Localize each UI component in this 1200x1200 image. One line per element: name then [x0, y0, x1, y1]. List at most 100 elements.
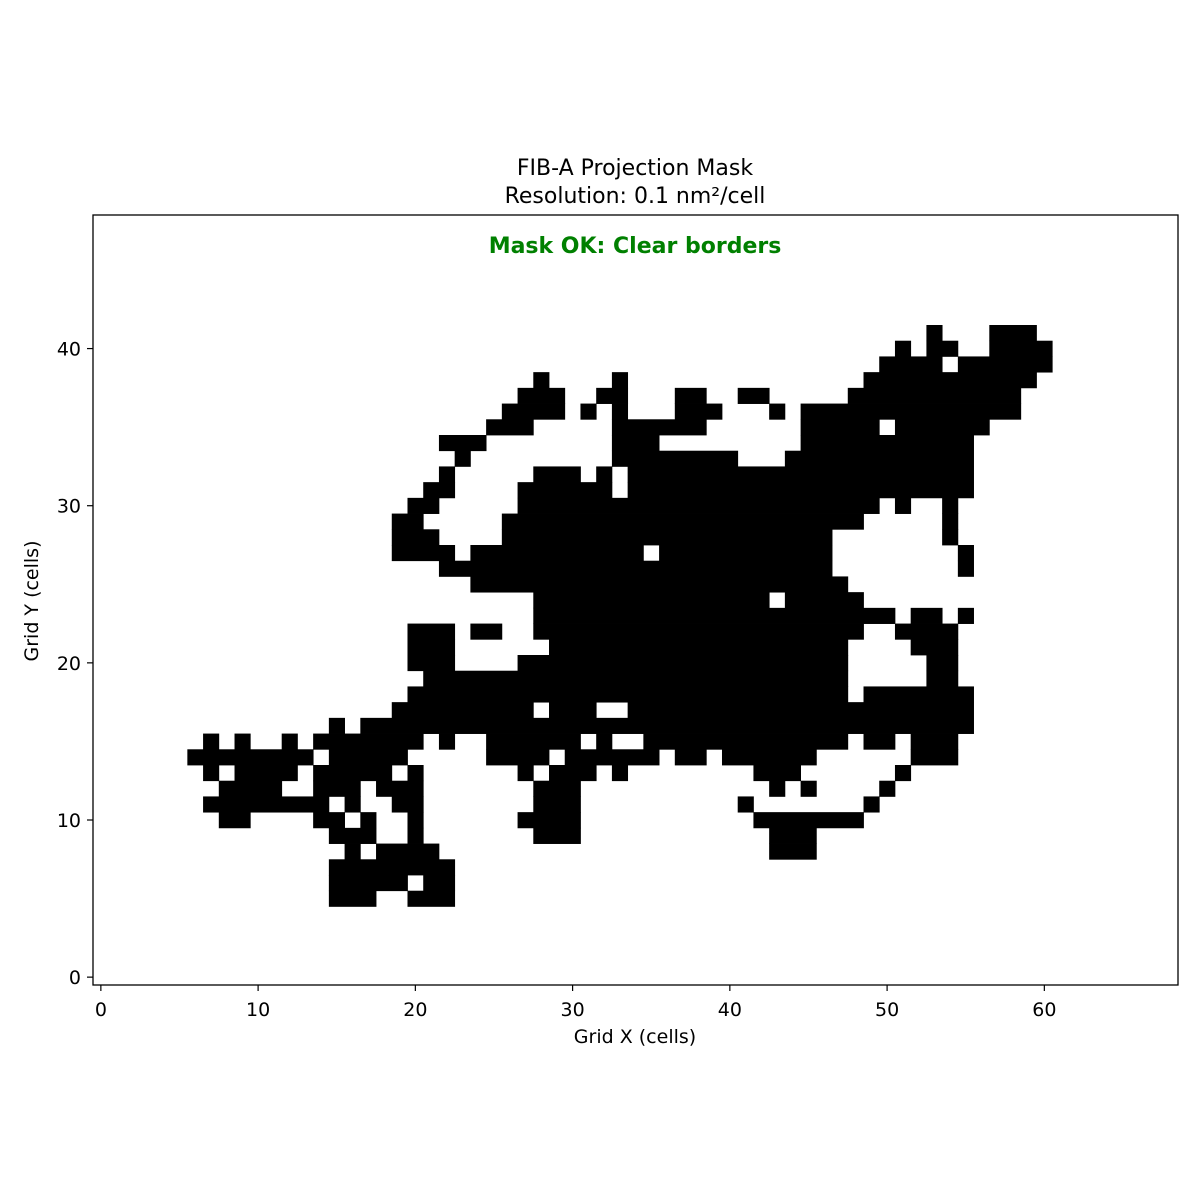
mask-cell-run	[454, 450, 471, 467]
mask-cell-run	[611, 403, 629, 420]
mask-cell-run	[894, 765, 912, 782]
mask-cell-run	[187, 749, 314, 766]
mask-cell-run	[737, 387, 770, 404]
mask-cell-run	[753, 765, 801, 782]
mask-cell-run	[643, 733, 849, 750]
mask-cell-run	[423, 482, 456, 499]
mask-cell-run	[784, 592, 864, 609]
mask-cell-run	[627, 482, 974, 499]
mask-cell-run	[517, 482, 613, 499]
mask-cell-run	[533, 623, 864, 640]
mask-cell-run	[564, 749, 660, 766]
mask-cell-run	[407, 655, 456, 672]
mask-cell-run	[281, 733, 298, 750]
mask-cell-run	[517, 497, 880, 514]
mask-cell-run	[438, 435, 487, 452]
mask-cell-run	[879, 356, 943, 373]
x-axis-label: Grid X (cells)	[574, 1026, 696, 1048]
mask-cell-run	[328, 890, 377, 907]
mask-cell-run	[627, 466, 974, 483]
y-tick-label: 10	[57, 810, 81, 832]
mask-cell-run	[549, 639, 849, 656]
mask-cell-run	[328, 859, 456, 876]
y-tick-label: 0	[69, 967, 81, 989]
y-axis: 0 10 20 30 40	[57, 339, 93, 989]
x-tick-label: 20	[403, 999, 427, 1021]
mask-cell-run	[611, 372, 629, 389]
mask-cell-run	[863, 686, 974, 703]
mask-cell-run	[376, 843, 440, 860]
mask-cell-run	[863, 372, 1037, 389]
mask-cell-run	[438, 733, 456, 750]
mask-cell-run	[769, 827, 817, 844]
mask-cell-run	[423, 670, 849, 687]
mask-cell-run	[344, 796, 361, 813]
mask-cell-run	[407, 623, 456, 640]
mask-cell-run	[234, 733, 251, 750]
mask-cell-run	[501, 529, 833, 546]
mask-cell-run	[203, 733, 220, 750]
mask-cell-run	[360, 812, 377, 829]
mask-cell-run	[596, 466, 613, 483]
mask-cell-run	[894, 340, 912, 357]
x-axis: 0 10 20 30 40 50 60	[95, 985, 1056, 1021]
mask-cell-run	[407, 686, 849, 703]
mask-cell-run	[328, 717, 345, 734]
mask-cell-run	[533, 749, 550, 766]
mask-cell-run	[313, 765, 393, 782]
mask-cell-run	[533, 796, 581, 813]
mask-cell-run	[596, 387, 629, 404]
mask-cell-run	[391, 513, 424, 530]
y-tick-label: 20	[57, 653, 81, 675]
mask-cell-run	[879, 780, 896, 797]
mask-cell-run	[407, 812, 424, 829]
mask-cell-run	[391, 529, 440, 546]
mask-cell-run	[611, 450, 739, 467]
mask-cell-run	[800, 419, 880, 436]
mask-cell-run	[894, 497, 912, 514]
mask-cell-run	[957, 545, 974, 562]
mask-cell-run	[989, 325, 1037, 342]
mask-cell-run	[926, 325, 943, 342]
mask-cell-run	[533, 607, 896, 624]
mask-cell-run	[486, 733, 581, 750]
mask-cell-run	[674, 387, 707, 404]
mask-cell-run	[894, 623, 959, 640]
mask-cell-run	[517, 812, 581, 829]
mask-cell-run	[721, 749, 817, 766]
plot-frame	[92, 214, 1179, 986]
mask-cell-run	[313, 780, 361, 797]
x-tick-label: 0	[95, 999, 107, 1021]
chart-subtitle: Resolution: 0.1 nm²/cell	[505, 184, 766, 209]
mask-cell-run	[957, 356, 1053, 373]
mask-cell-run	[313, 733, 424, 750]
mask-cell-run	[533, 466, 581, 483]
mask-cell-run	[313, 812, 345, 829]
mask-cell-run	[407, 765, 424, 782]
mask-cell-run	[910, 733, 959, 750]
x-tick-label: 30	[561, 999, 585, 1021]
mask-cell-run	[328, 827, 377, 844]
mask-cell-run	[910, 607, 943, 624]
mask-cell-run	[800, 435, 974, 452]
mask-cell-run	[784, 450, 974, 467]
x-tick-label: 60	[1032, 999, 1056, 1021]
mask-cell-run	[942, 513, 959, 530]
mask-cell-run	[926, 655, 959, 672]
mask-cell-run	[800, 780, 817, 797]
mask-cell-run	[863, 796, 880, 813]
mask-cell-run	[769, 843, 817, 860]
mask-cell-run	[501, 513, 864, 530]
mask-cell-run	[533, 827, 581, 844]
x-tick-label: 50	[875, 999, 899, 1021]
mask-cell-run	[438, 560, 833, 577]
mask-cell-run	[989, 340, 1053, 357]
mask-cell-run	[501, 403, 566, 420]
mask-cell-run	[926, 670, 959, 687]
mask-cell-run	[957, 607, 974, 624]
mask-status-annotation: Mask OK: Clear borders	[489, 234, 782, 259]
x-tick-label: 10	[246, 999, 270, 1021]
mask-cell-run	[407, 497, 440, 514]
mask-cell-run	[580, 403, 597, 420]
